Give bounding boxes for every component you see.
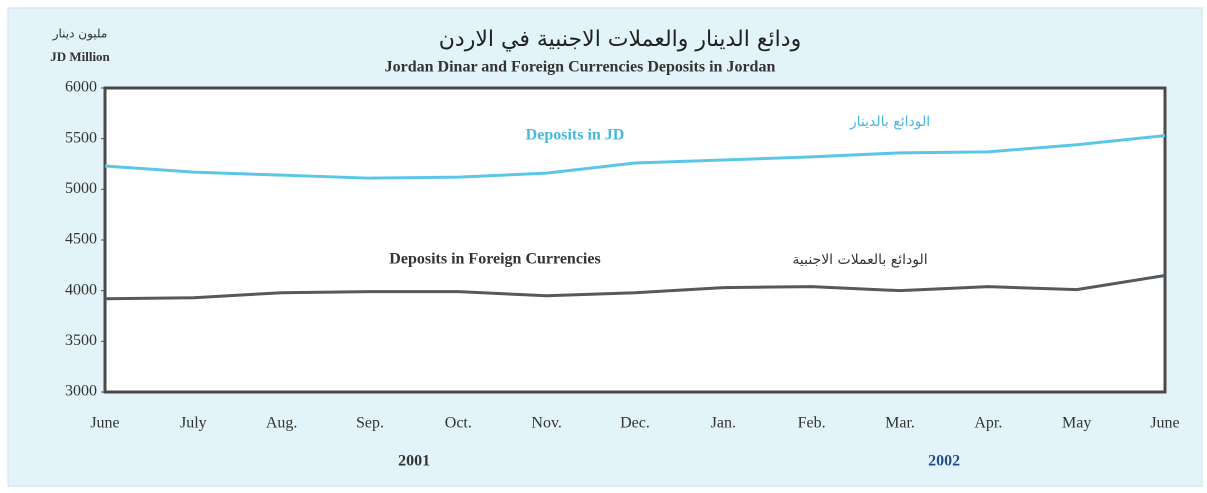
series-line <box>104 134 1166 180</box>
x-tick-label: June <box>1150 415 1179 432</box>
y-tick-label: 4500 <box>65 231 97 248</box>
year-label: 2001 <box>398 453 430 470</box>
plot-area <box>103 86 1167 394</box>
y-tick-label: 3000 <box>65 383 97 400</box>
x-tick-label: Dec. <box>620 415 650 432</box>
y-tick-label: 5500 <box>65 129 97 146</box>
series-label: Deposits in Foreign Currencies <box>389 251 600 268</box>
y-axis-label: JD Million <box>50 49 110 64</box>
y-axis-label-ar: مليون دينار <box>52 27 108 42</box>
x-tick-label: May <box>1062 415 1091 432</box>
x-tick-label: Feb. <box>798 415 826 432</box>
x-tick-label: Apr. <box>974 415 1002 432</box>
series-line <box>104 273 1166 301</box>
series-label-ar: الودائع بالدينار <box>849 114 930 130</box>
series-label-ar: الودائع بالعملات الاجنبية <box>792 252 927 268</box>
y-tick-label: 4000 <box>65 281 97 298</box>
x-tick-label: Oct. <box>445 415 472 432</box>
x-tick-label: Aug. <box>266 415 298 432</box>
chart-title: ودائع الدينار والعملات الاجنبية في الارد… <box>439 27 801 52</box>
x-tick-label: Mar. <box>885 415 915 432</box>
y-tick-label: 3500 <box>65 332 97 349</box>
x-tick-label: Jan. <box>711 415 736 432</box>
x-tick-label: Sep. <box>356 415 384 432</box>
x-tick-label: Nov. <box>531 415 562 432</box>
year-label: 2002 <box>928 453 960 470</box>
series-label: Deposits in JD <box>526 127 625 144</box>
chart-subtitle: Jordan Dinar and Foreign Currencies Depo… <box>385 59 776 76</box>
y-tick-label: 6000 <box>65 79 97 96</box>
y-tick-label: 5000 <box>65 180 97 197</box>
x-tick-label: July <box>180 415 207 432</box>
x-tick-label: June <box>90 415 119 432</box>
